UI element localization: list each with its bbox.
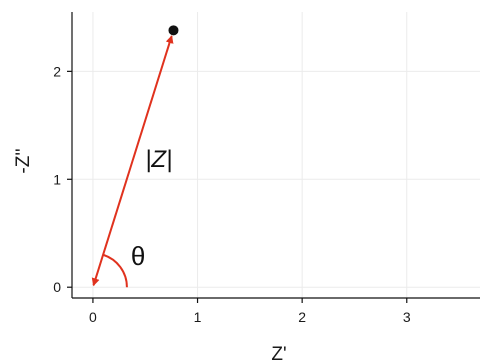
y-tick-label: 0: [53, 279, 61, 295]
x-axis-title: Z': [271, 344, 286, 362]
x-tick-label: 0: [89, 309, 97, 325]
axes: [71, 12, 480, 299]
y-tick-label: 1: [53, 171, 61, 187]
magnitude-label: |Z|: [145, 146, 172, 173]
data-point: [168, 25, 179, 36]
x-tick-label: 2: [298, 309, 306, 325]
x-tick-label: 3: [403, 309, 411, 325]
y-axis-title: -Z'': [13, 148, 34, 173]
marks: |Z| θ: [91, 25, 179, 288]
angle-arc: [102, 253, 128, 288]
x-tick-label: 1: [194, 309, 202, 325]
y-tick-label: 2: [53, 63, 61, 79]
angle-label: θ: [131, 241, 145, 271]
ticks: 0 1 2 3 0 1 2: [53, 63, 411, 325]
impedance-vector: [91, 35, 174, 287]
